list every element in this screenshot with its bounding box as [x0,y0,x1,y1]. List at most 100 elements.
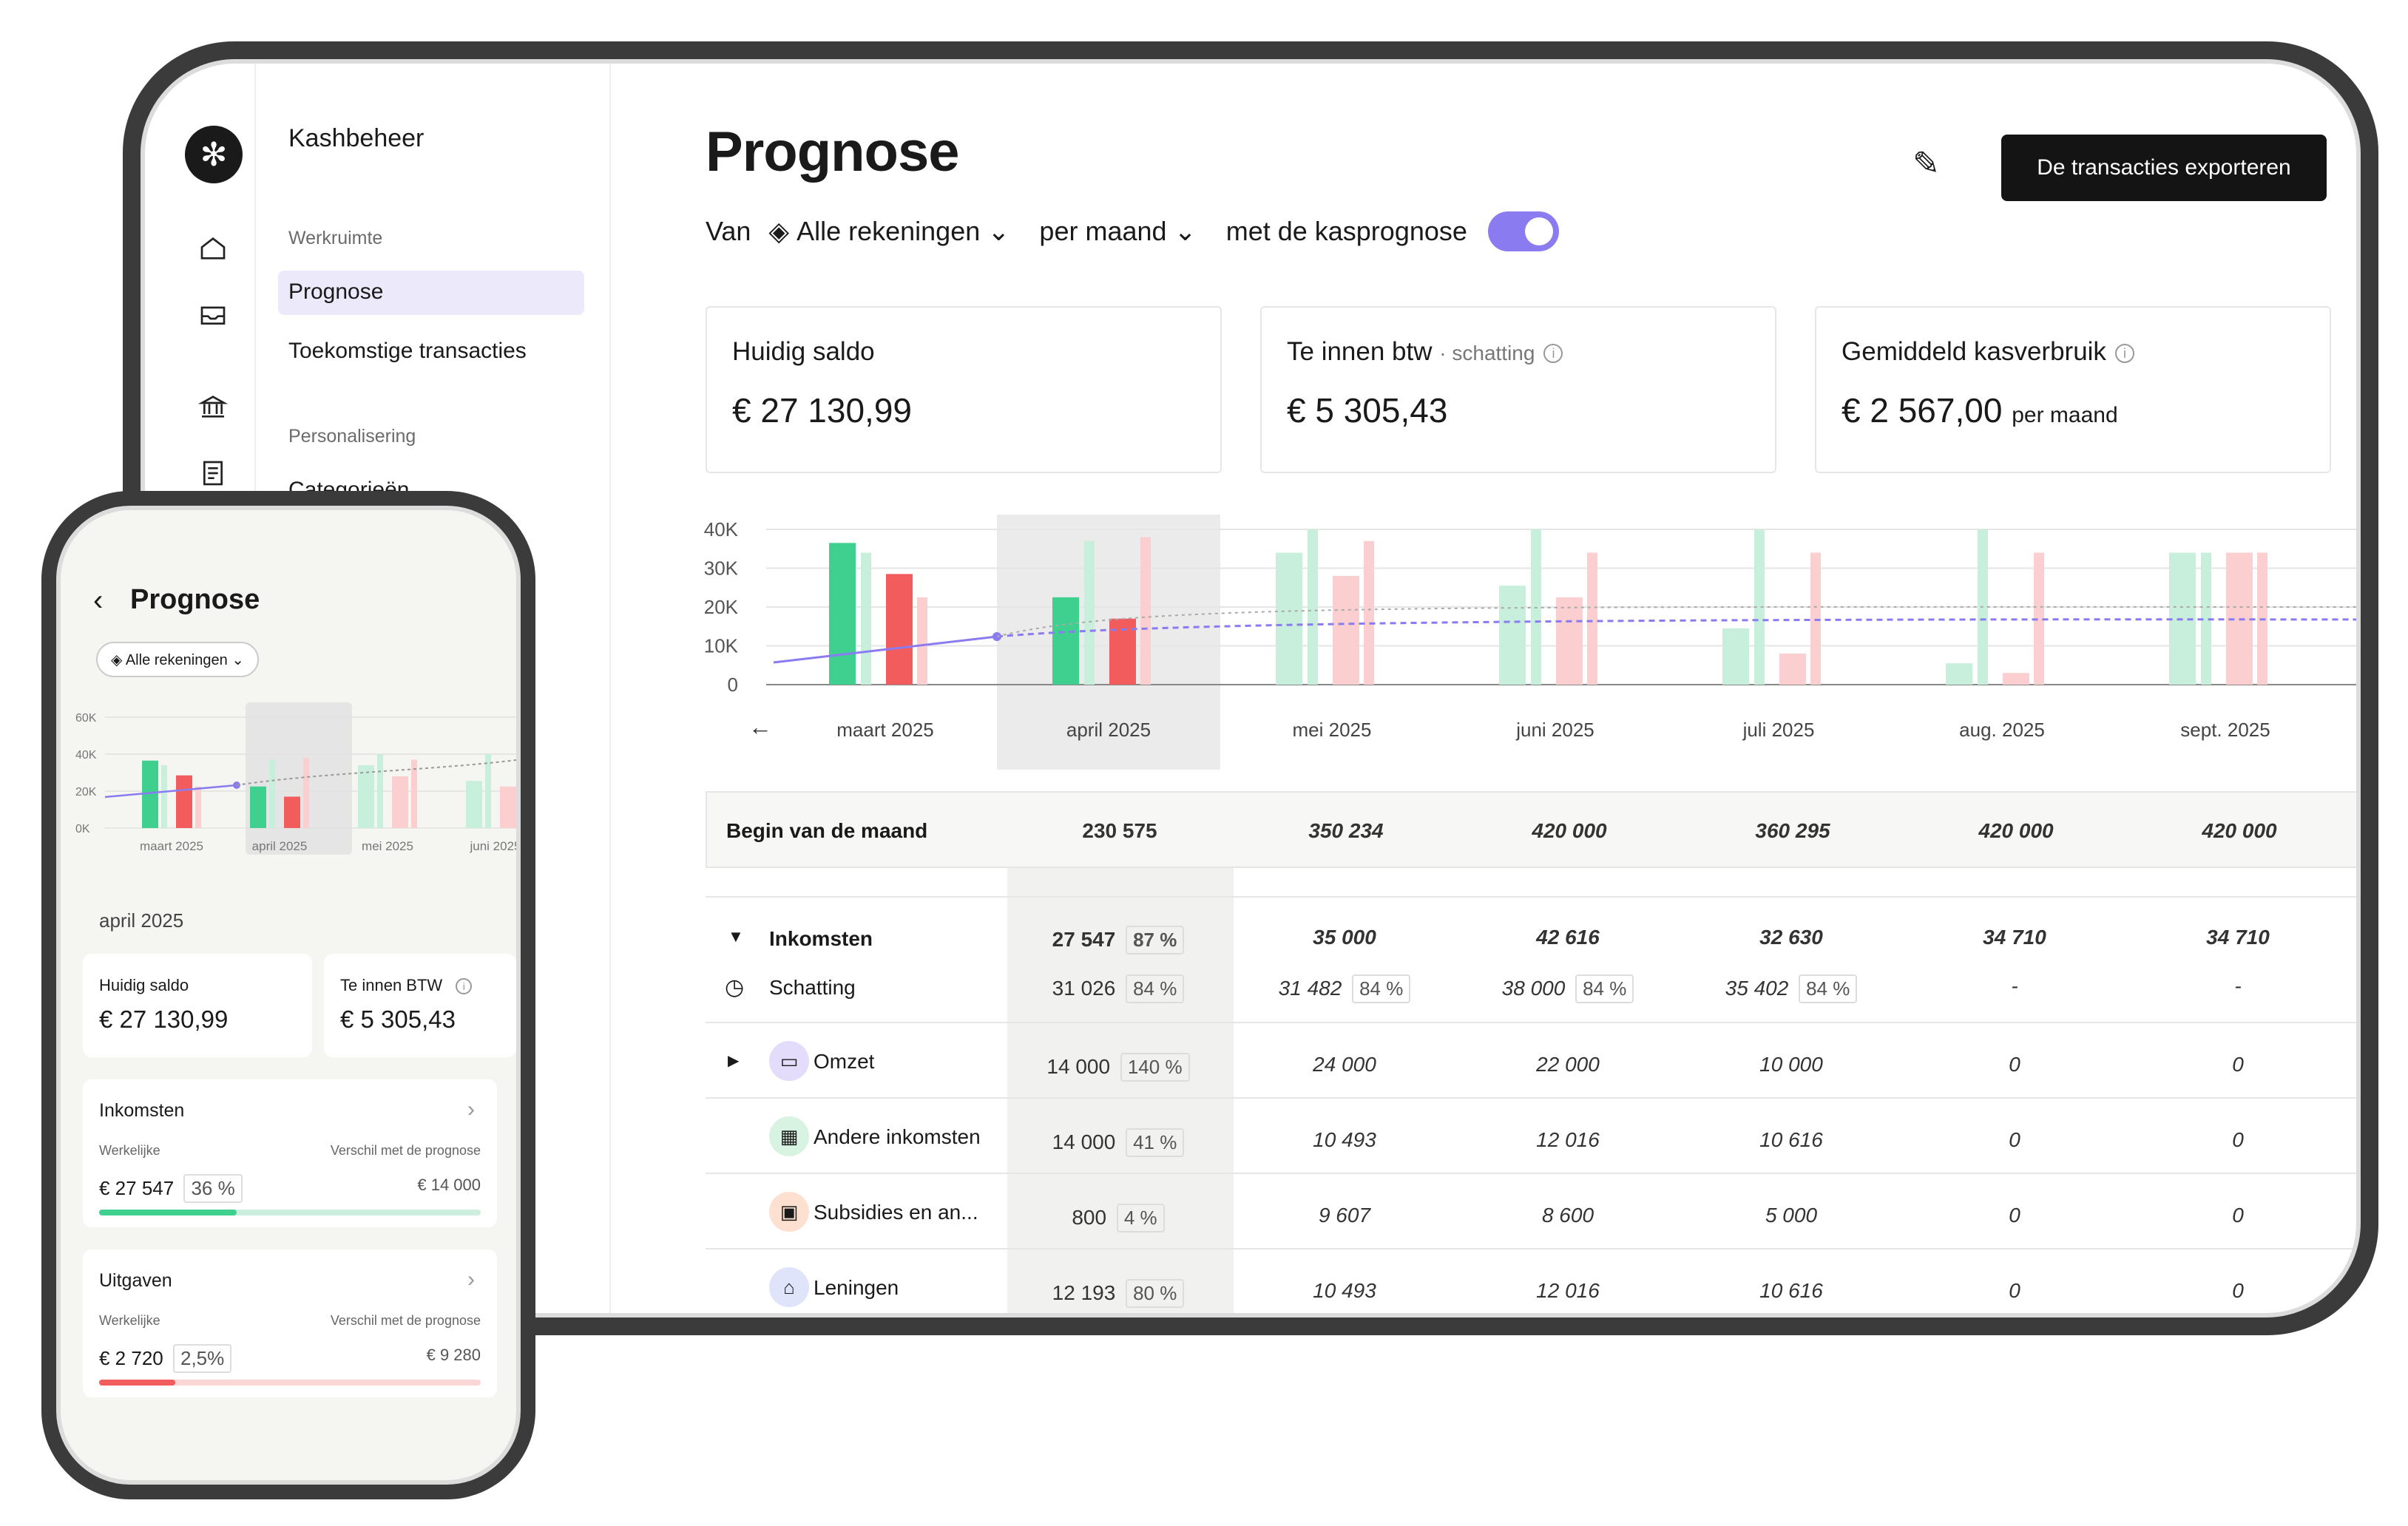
highlight-band [997,515,1220,770]
row-label: Omzet [814,1050,875,1073]
income-progress-track [99,1210,481,1215]
card-current-balance: Huidig saldo € 27 130,99 [706,306,1222,473]
begin-cell: 420 000 [1532,819,1607,842]
expenses-actual: € 2 720 [99,1347,163,1369]
phone-accounts-dropdown[interactable]: ◈ Alle rekeningen ⌄ [96,642,260,677]
y-tick-label: 0 [728,674,738,696]
phone-income-card[interactable]: Inkomsten › Werkelijke Verschil met de p… [83,1079,497,1227]
sidebar-item-future-transactions[interactable]: Toekomstige transacties [288,339,527,363]
begin-cell: 350 234 [1308,819,1384,842]
trend-line-dashed [236,759,516,786]
expenses-progress-fill [99,1380,176,1386]
chart-bar [1333,576,1359,685]
chart-bar [303,758,309,828]
card-vat: Te innen btw · schatting i € 5 305,43 [1260,306,1776,473]
info-icon[interactable]: i [1543,343,1563,363]
row-cell: 5 000 [1765,1204,1818,1227]
table-row[interactable]: ⌂ Leningen 12 193 80 % 10 493 12 016 10 616 0 0 [706,1249,2356,1313]
y-tick-label: 30K [704,557,739,580]
row-cell: 10 493 [1313,1279,1376,1302]
export-button[interactable]: De transacties exporteren [2001,135,2327,201]
magic-wand-icon[interactable]: ✎ [1912,146,1940,182]
chart-bar [1779,654,1806,685]
expenses-diff: € 9 280 [426,1346,481,1364]
chart-bar [1052,597,1079,685]
balance-label: Huidig saldo [99,976,189,994]
phone-screen: ‹ Prognose ◈ Alle rekeningen ⌄ 60K 40K 20K… [56,506,521,1485]
x-tick-label: april 2025 [1066,719,1151,741]
chart-bar [466,781,482,828]
layers-icon: ◈ [768,216,790,246]
forecast-line [773,635,998,664]
vat-label: Te innen BTW [340,976,443,994]
x-tick-label: juni 2025 [469,839,516,853]
chart-bar [1810,552,1821,685]
card-label: Gemiddeld kasverbruik i [1841,337,2134,367]
row-cell: 10 000 [1759,1053,1823,1076]
burn-label: Gemiddeld kasverbruik [1841,337,2106,366]
back-icon[interactable]: ‹ [93,584,104,617]
phone-expenses-card[interactable]: Uitgaven › Werkelijke Verschil met de pr… [83,1249,497,1397]
chart-bar [1556,597,1583,685]
arrow-left-icon[interactable]: ← [748,713,772,740]
estimate-label: Schatting [769,976,856,999]
bank-icon: ⌂ [769,1267,809,1307]
expenses-pct: 2,5% [172,1344,232,1373]
chart-bar [2003,673,2029,685]
row-cell: 10 616 [1759,1279,1823,1302]
selected-month: april 2025 [99,909,184,932]
caret-right-icon[interactable]: ▶ [728,1053,740,1069]
income-label: Inkomsten [769,927,873,950]
table-row[interactable]: ▣ Subsidies en an... 800 4 % 9 607 8 600 5 00… [706,1174,2356,1249]
phone-accounts-label: Alle rekeningen [125,652,228,668]
forecast-toggle[interactable] [1487,211,1559,251]
home-icon[interactable] [195,231,231,266]
income-cell: 42 616 [1536,926,1600,949]
chart-bar [1276,552,1302,685]
estimate-cell: 31 026 84 % [1007,974,1229,1003]
app-logo-icon[interactable]: ✻ [185,126,243,183]
trend-line-dashed [996,606,2356,637]
table-row[interactable]: ▦ Andere inkomsten 14 000 41 % 10 493 12 016… [706,1099,2356,1174]
row-cell: 0 [2009,1128,2020,1151]
info-icon[interactable]: i [2114,343,2134,363]
chart-bar [411,759,417,828]
sidebar-item-prognose[interactable]: Prognose [278,271,584,315]
chart-bar [250,786,266,828]
period-dropdown[interactable]: per maand [1039,216,1167,246]
chart-bar [358,765,374,828]
chart-bar [176,775,192,828]
wallet-icon: ▭ [769,1041,809,1081]
estimate-cell: - [2234,974,2242,997]
inbox-icon[interactable] [195,297,231,333]
chevron-right-icon: › [467,1097,475,1122]
chart-bar [392,776,408,828]
estimate-cell: 31 482 84 % [1234,974,1455,1003]
income-actual-row: € 27 547 36 % [99,1174,243,1203]
expenses-actual-row: € 2 720 2,5% [99,1344,232,1373]
grant-icon: ▣ [769,1192,809,1232]
burn-value: € 2 567,00 [1841,391,2003,430]
clock-icon: ◷ [725,975,745,1000]
row-label: Subsidies en an... [814,1201,978,1224]
chart-bar [1308,529,1318,685]
y-tick-label: 20K [75,786,97,798]
accounts-dropdown[interactable]: Alle rekeningen [797,216,981,246]
chevron-down-icon: ⌄ [1174,216,1197,246]
bank-icon[interactable] [195,389,231,424]
card-value: € 27 130,99 [732,391,913,430]
chart-bar [1140,537,1151,685]
chart-bar [2034,552,2044,685]
chevron-down-icon: ⌄ [987,216,1010,246]
info-icon[interactable]: i [456,978,473,995]
chart-bar [284,796,300,828]
diff-label: Verschil met de prognose [330,1143,481,1158]
diff-label: Verschil met de prognose [330,1313,481,1328]
document-icon[interactable] [195,455,231,491]
table-row[interactable]: ▶ ▭ Omzet 14 000 140 % 24 000 22 000 10 000 0 0 [706,1023,2356,1099]
caret-down-icon[interactable]: ▼ [728,927,744,946]
begin-cell: 420 000 [2202,819,2277,842]
y-tick-label: 20K [704,596,739,618]
sidebar: Kashbeheer Werkruimte Prognose Toekomsti… [256,64,611,1313]
row-cell: 24 000 [1313,1053,1376,1076]
